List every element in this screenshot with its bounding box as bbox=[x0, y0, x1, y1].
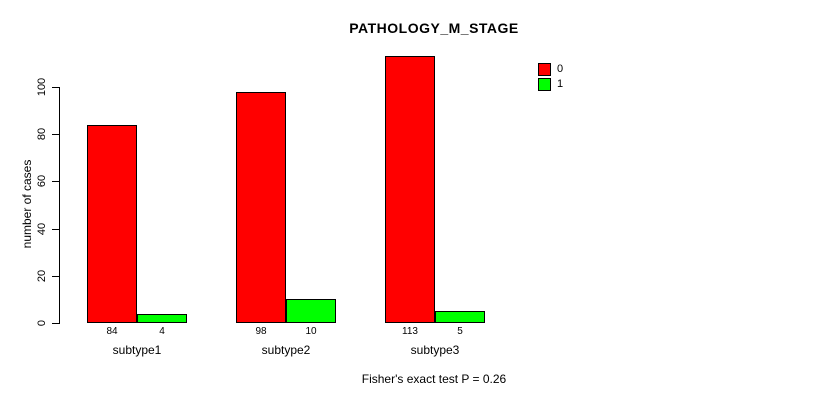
bar-value-label: 5 bbox=[457, 326, 463, 337]
x-axis-category-label: subtype3 bbox=[410, 343, 460, 357]
y-axis-tick-label: 40 bbox=[36, 222, 48, 236]
legend-swatch-red bbox=[538, 63, 551, 76]
footer-stat: Fisher's exact test P = 0.26 bbox=[361, 372, 507, 386]
legend-swatch-green bbox=[538, 78, 551, 91]
y-axis-tick-label: 20 bbox=[36, 269, 48, 283]
y-axis-tick bbox=[52, 276, 59, 277]
y-axis-tick bbox=[52, 87, 59, 88]
chart-title: PATHOLOGY_M_STAGE bbox=[349, 20, 519, 36]
bar-subtype1-series-0 bbox=[87, 125, 137, 323]
bar-subtype3-series-0 bbox=[385, 56, 435, 323]
y-axis-tick bbox=[52, 134, 59, 135]
y-axis-tick bbox=[52, 323, 59, 324]
legend-entry-0: 0 bbox=[538, 63, 563, 76]
bar-value-label: 98 bbox=[255, 326, 267, 337]
legend-label-0: 0 bbox=[557, 63, 564, 75]
y-axis-tick bbox=[52, 181, 59, 182]
bar-subtype3-series-1 bbox=[435, 311, 485, 323]
bar-subtype2-series-1 bbox=[286, 299, 336, 323]
bar-value-label: 113 bbox=[402, 326, 418, 337]
bar-subtype2-series-0 bbox=[236, 92, 286, 323]
legend-entry-1: 1 bbox=[538, 78, 563, 91]
y-axis-tick-label: 60 bbox=[36, 174, 48, 188]
x-axis-category-label: subtype2 bbox=[261, 343, 311, 357]
y-axis-tick bbox=[52, 229, 59, 230]
legend-label-1: 1 bbox=[557, 78, 564, 90]
y-axis-line bbox=[59, 87, 60, 324]
y-axis-tick-label: 80 bbox=[36, 127, 48, 141]
y-axis-tick-label: 0 bbox=[36, 319, 48, 327]
x-axis-category-label: subtype1 bbox=[112, 343, 162, 357]
bar-value-label: 84 bbox=[106, 326, 118, 337]
bar-value-label: 10 bbox=[305, 326, 317, 337]
legend: 0 1 bbox=[538, 63, 563, 93]
y-axis-label: number of cases bbox=[20, 159, 34, 249]
bar-value-label: 4 bbox=[159, 326, 165, 337]
bar-subtype1-series-1 bbox=[137, 314, 187, 323]
y-axis-tick-label: 100 bbox=[36, 77, 48, 97]
